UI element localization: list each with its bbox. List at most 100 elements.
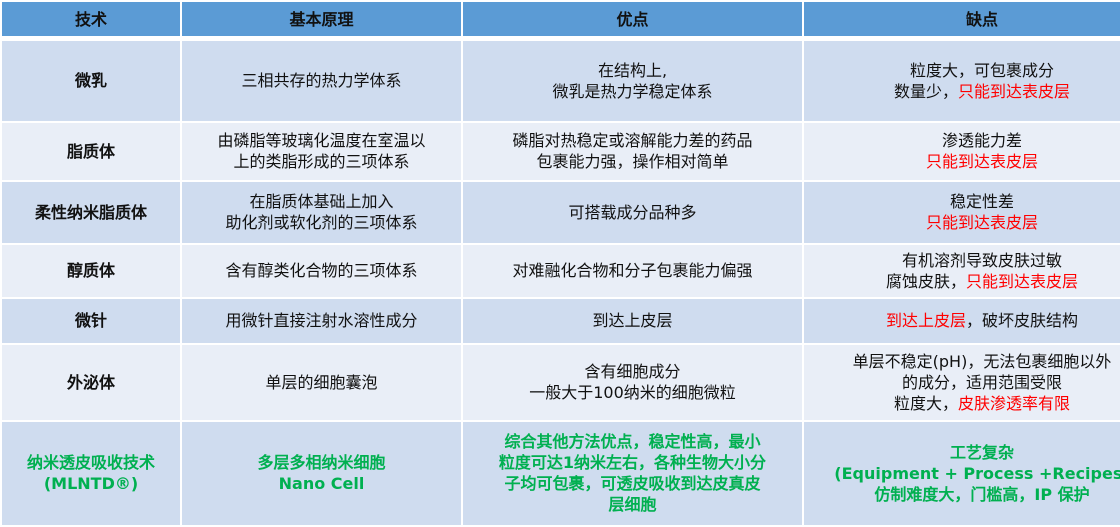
cell-advantages: 含有细胞成分一般大于100纳米的细胞微粒 [461,342,804,422]
cell-line: 外泌体 [6,372,176,393]
cell-line: 到达上皮层，破坏皮肤结构 [808,310,1120,331]
cell-line: 醇质体 [6,260,176,281]
cell-line: 对难融化合物和分子包裹能力偏强 [467,260,798,281]
cell-text: 稳定性差 [949,192,1014,211]
cell-text: 上的类脂形成的三项体系 [233,152,410,171]
cell-text: 腐蚀皮肤， [885,271,966,291]
cell-text: 多层多相纳米细胞 [257,453,386,473]
cell-line: 包裹能力强，操作相对简单 [467,151,798,172]
cell-text: 用微针直接注射水溶性成分 [225,311,418,330]
cell-text: 工艺复杂 [949,442,1014,462]
cell-line: 微乳是热力学稳定体系 [467,81,798,102]
cell-text: 醇质体 [66,261,115,280]
cell-principle: 三相共存的热力学体系 [180,37,463,123]
cell-principle: 单层的细胞囊泡 [180,342,463,422]
header-row: 技术 基本原理 优点 缺点 [0,0,1120,41]
cell-advantages: 对难融化合物和分子包裹能力偏强 [461,242,804,299]
cell-line: 有机溶剂导致皮肤过敏 [808,250,1120,271]
cell-text: 仿制难度大，门槛高，IP 保护 [874,484,1090,504]
table-row: 外泌体 单层的细胞囊泡 含有细胞成分 一般大于100纳米的细胞微粒 单层不稳定(pH)，… [0,342,1120,422]
cell-line: 粒度大，皮肤渗透率有限 [808,393,1120,414]
cell-technology: 柔性纳米脂质体 [0,179,182,245]
table-row: 微乳 三相共存的热力学体系 在结构上, 微乳是热力学稳定体系 粒度大，可包裹成分 数量少，… [0,37,1120,123]
table-row: 柔性纳米脂质体 在脂质体基础上加入 助化剂或软化剂的三项体系 可搭载成分品种多 稳定性差… [0,179,1120,245]
cell-line: 粒度可达1纳米左右，各种生物大小分 [467,452,798,473]
cell-line: 助化剂或软化剂的三项体系 [186,212,457,233]
cell-text: 含有细胞成分 [584,362,681,381]
cell-line: 单层不稳定(pH)，无法包裹细胞以外 [808,351,1120,372]
cell-line: 上的类脂形成的三项体系 [186,151,457,172]
cell-advantages: 可搭载成分品种多 [461,179,804,245]
cell-technology: 微针 [0,296,182,345]
cell-disadvantages: 到达上皮层，破坏皮肤结构 [802,296,1120,345]
cell-text: 柔性纳米脂质体 [34,202,147,222]
column-header-disadvantages: 缺点 [802,0,1120,41]
column-header-principle: 基本原理 [180,0,463,41]
cell-advantages: 综合其他方法优点，稳定性高，最小 粒度可达1纳米左右，各种生物大小分 子均可包裹，可… [461,419,804,527]
cell-line: 多层多相纳米细胞 [186,452,457,473]
cell-principle: 含有醇类化合物的三项体系 [180,242,463,299]
cell-text: 的成分，适用范围受限 [901,372,1062,392]
cell-text: 磷脂对热稳定或溶解能力差的药品 [512,131,753,150]
cell-text: 外泌体 [66,372,115,392]
cell-disadvantages: 单层不稳定(pH)，无法包裹细胞以外 的成分，适用范围受限 粒度大，皮肤渗透率有限 [802,342,1120,422]
table-row: 纳米透皮吸收技术 (MLNTD®) 多层多相纳米细胞 Nano Cell 综合其他方法优… [0,419,1120,527]
cell-text: 脂质体 [66,141,115,161]
cell-line: 只能到达表皮层 [808,151,1120,172]
cell-disadvantages: 工艺复杂 (Equipment + Process +Recipes) 仿制难度大，… [802,419,1120,527]
cell-principle: 多层多相纳米细胞 Nano Cell [180,419,463,527]
table-row: 醇质体 含有醇类化合物的三项体系 对难融化合物和分子包裹能力偏强 有机溶剂导致皮肤过敏… [0,242,1120,299]
cell-text: 包裹能力强，操作相对简单 [536,152,729,171]
cell-text: 在脂质体基础上加入 [249,192,394,211]
cell-line: 在结构上, [467,60,798,81]
cell-principle: 在脂质体基础上加入助化剂或软化剂的三项体系 [180,179,463,245]
warning-text: 只能到达表皮层 [966,271,1079,291]
cell-line: 子均可包裹，可透皮吸收到达皮真皮 [467,473,798,494]
cell-technology: 纳米透皮吸收技术 (MLNTD®) [0,419,182,527]
cell-text: 含有醇类化合物的三项体系 [225,261,418,280]
cell-line: 纳米透皮吸收技术 [6,452,176,473]
cell-disadvantages: 渗透能力差 只能到达表皮层 [802,120,1120,182]
cell-line: 可搭载成分品种多 [467,202,798,223]
cell-line: 数量少，只能到达表皮层 [808,81,1120,102]
cell-text: 对难融化合物和分子包裹能力偏强 [512,261,753,280]
cell-principle: 用微针直接注射水溶性成分 [180,296,463,345]
cell-line: 单层的细胞囊泡 [186,372,457,393]
cell-text: 在结构上, [597,60,668,80]
cell-text: 三相共存的热力学体系 [241,71,402,91]
cell-text: 到达上皮层 [592,311,673,330]
cell-line: 微乳 [6,70,176,91]
cell-text: (Equipment + Process +Recipes) [834,463,1120,483]
warning-text: 只能到达表皮层 [925,152,1038,171]
cell-technology: 醇质体 [0,242,182,299]
cell-technology: 脂质体 [0,120,182,182]
cell-disadvantages: 稳定性差 只能到达表皮层 [802,179,1120,245]
cell-text: 单层不稳定(pH)，无法包裹细胞以外 [852,351,1112,371]
cell-text: 助化剂或软化剂的三项体系 [225,213,418,232]
cell-text: 一般大于100纳米的细胞微粒 [529,383,736,402]
cell-advantages: 到达上皮层 [461,296,804,345]
cell-text: 单层的细胞囊泡 [265,372,378,392]
table-row: 脂质体 由磷脂等玻璃化温度在室温以 上的类脂形成的三项体系 磷脂对热稳定或溶解能力差的… [0,120,1120,182]
cell-line: 用微针直接注射水溶性成分 [186,310,457,331]
cell-line: 只能到达表皮层 [808,212,1120,233]
cell-line: 微针 [6,310,176,331]
cell-text: 层细胞 [608,495,657,515]
cell-line: 在脂质体基础上加入 [186,191,457,212]
cell-line: 脂质体 [6,141,176,162]
cell-line: 到达上皮层 [467,310,798,331]
cell-text: 微针 [74,311,107,330]
cell-text: 由磷脂等玻璃化温度在室温以 [217,131,426,150]
cell-line: 磷脂对热稳定或溶解能力差的药品 [467,130,798,151]
cell-technology: 微乳 [0,37,182,123]
cell-disadvantages: 有机溶剂导致皮肤过敏 腐蚀皮肤，只能到达表皮层 [802,242,1120,299]
cell-advantages: 磷脂对热稳定或溶解能力差的药品 包裹能力强，操作相对简单 [461,120,804,182]
cell-line: 的成分，适用范围受限 [808,372,1120,393]
cell-line: (Equipment + Process +Recipes) [808,463,1120,484]
cell-line: 层细胞 [467,494,798,515]
cell-text: 粒度大，可包裹成分 [909,60,1054,80]
cell-text: 微乳 [74,71,107,91]
warning-text: 到达上皮层 [885,311,966,330]
cell-line: Nano Cell [186,473,457,494]
